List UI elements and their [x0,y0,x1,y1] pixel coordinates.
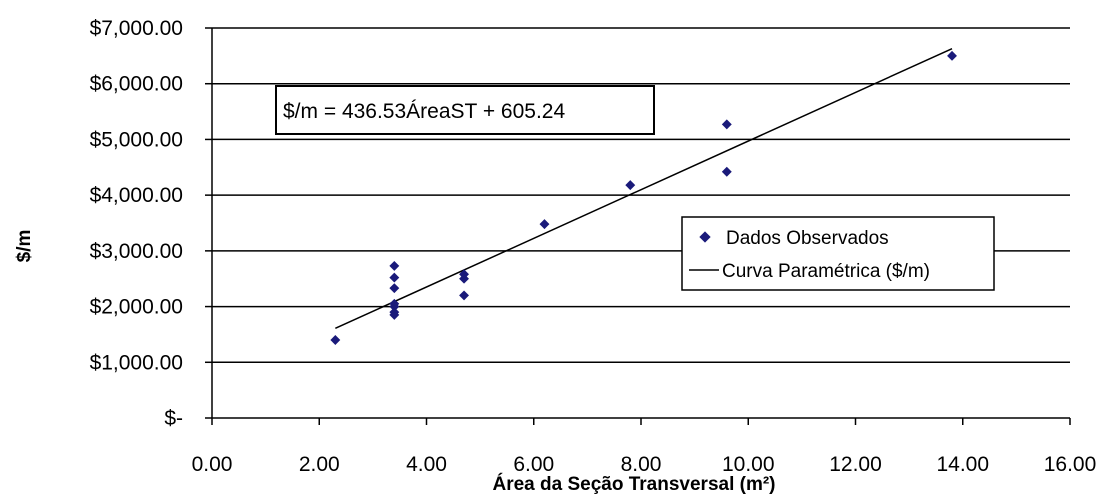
data-points [330,50,957,345]
x-tick-label-0: 0.00 [192,453,233,476]
data-point-5 [389,283,400,294]
y-tick-label-5: $5,000.00 [90,128,183,151]
data-point-14 [721,119,732,130]
data-point-13 [721,166,732,177]
x-tick-label-4: 8.00 [621,453,662,476]
legend-box [681,216,995,291]
data-point-10 [459,269,469,280]
data-point-8 [459,290,469,301]
x-tick-label-7: 14.00 [936,453,989,476]
data-point-4 [389,298,400,309]
y-axis-title: $/m [14,230,35,263]
data-point-6 [389,272,400,283]
y-tick-label-0: $- [164,407,183,430]
legend: Dados Observados Curva Paramétrica ($/m) [681,216,995,291]
legend-marker-dados-observados [699,231,711,243]
x-tick-label-6: 12.00 [829,453,882,476]
data-point-11 [539,219,550,230]
y-axis-ticks: $- $1,000.00 $2,000.00 $3,000.00 $4,000.00 $5… [90,17,212,430]
equation-annotation: $/m = 436.53ÁreaST + 605.24 [275,85,655,135]
x-axis-ticks: 0.00 2.00 4.00 6.00 8.00 10.00 12.00 14.00 16.00 [192,418,1097,476]
y-tick-label-6: $6,000.00 [90,73,183,96]
data-point-12 [625,180,636,191]
regression-line [335,47,953,330]
y-tick-label-2: $2,000.00 [90,296,183,319]
data-point-2 [389,307,400,318]
y-tick-label-3: $3,000.00 [90,240,183,263]
x-tick-label-1: 2.00 [299,453,340,476]
x-axis-title: Área da Seção Transversal (m²) [492,473,775,495]
x-tick-label-3: 6.00 [513,453,554,476]
x-tick-label-2: 4.00 [406,453,447,476]
data-point-15 [947,50,957,61]
equation-box [275,85,655,135]
gridlines [212,27,1070,364]
trend-line-layer [335,47,953,330]
data-point-7 [389,260,400,271]
equation-text: $/m = 436.53ÁreaST + 605.24 [283,100,565,123]
legend-label-curva-parametrica: Curva Paramétrica ($/m) [722,261,930,282]
legend-label-dados-observados: Dados Observados [726,228,889,249]
y-tick-label-7: $7,000.00 [90,17,183,40]
y-tick-label-1: $1,000.00 [90,351,183,374]
x-tick-label-8: 16.00 [1044,453,1097,476]
x-tick-label-5: 10.00 [722,453,775,476]
y-tick-label-4: $4,000.00 [90,184,183,207]
data-point-0 [330,335,341,345]
